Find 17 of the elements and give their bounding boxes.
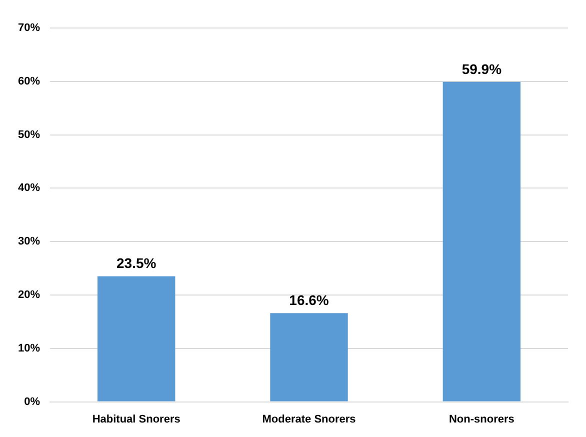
data-label: 23.5% xyxy=(116,255,157,272)
x-tick-label: Non-snorers xyxy=(448,413,514,426)
x-tick-label: Habitual Snorers xyxy=(92,413,180,426)
y-tick-label: 10% xyxy=(18,342,40,354)
y-tick-label: 20% xyxy=(18,289,40,302)
y-tick-label: 70% xyxy=(18,22,40,34)
y-tick-label: 40% xyxy=(18,182,40,194)
bar xyxy=(98,276,176,402)
x-tick-label: Moderate Snorers xyxy=(262,413,356,426)
data-label: 59.9% xyxy=(462,60,502,77)
bar xyxy=(442,82,521,402)
data-label: 16.6% xyxy=(289,292,330,308)
bar xyxy=(270,313,348,402)
y-tick-label: 0% xyxy=(24,396,40,408)
y-tick-label: 50% xyxy=(18,128,40,141)
y-tick-label: 30% xyxy=(18,236,40,248)
y-tick-label: 60% xyxy=(18,75,40,88)
